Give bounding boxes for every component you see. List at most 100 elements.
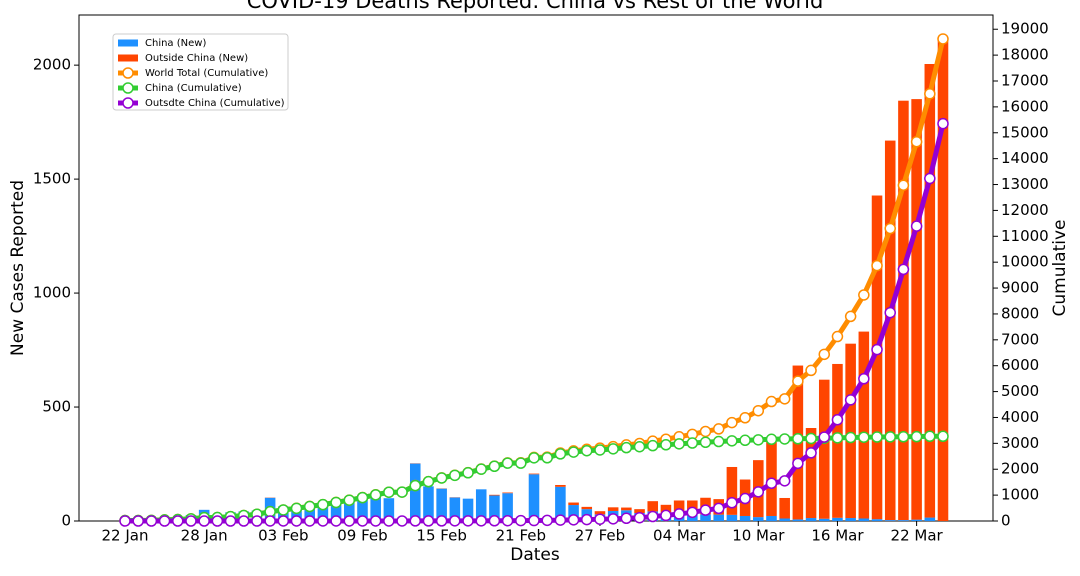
marker	[581, 444, 593, 457]
marker	[699, 425, 712, 438]
marker	[937, 430, 949, 443]
x-tick-label: 15 Feb	[416, 527, 466, 545]
y2-tick-label: 19000	[1001, 20, 1049, 38]
marker	[910, 220, 923, 232]
marker	[462, 467, 474, 479]
legend-marker	[122, 97, 134, 109]
marker	[646, 510, 659, 523]
marker	[805, 432, 817, 445]
x-tick-label: 28 Jan	[181, 527, 228, 545]
bar	[409, 463, 421, 521]
marker	[660, 509, 672, 522]
bar	[330, 501, 342, 521]
marker	[594, 444, 606, 456]
y2-tick-label: 18000	[1001, 46, 1049, 64]
bar	[858, 331, 870, 519]
bar	[845, 343, 856, 519]
marker	[726, 497, 738, 509]
marker	[884, 222, 896, 235]
y-tick-label: 500	[42, 398, 71, 416]
marker	[488, 460, 501, 473]
marker	[449, 515, 461, 527]
y-tick-label: 1000	[33, 284, 71, 302]
marker	[924, 430, 936, 443]
bar	[911, 519, 922, 521]
y2-tick-label: 12000	[1001, 201, 1049, 219]
bar	[357, 498, 368, 521]
marker	[303, 500, 316, 513]
marker	[699, 504, 712, 516]
marker	[778, 433, 791, 445]
x-tick-label: 10 Mar	[732, 527, 785, 545]
y2-tick-label: 9000	[1001, 279, 1039, 297]
marker	[528, 514, 540, 527]
marker	[673, 438, 685, 450]
marker	[277, 504, 290, 516]
marker	[581, 513, 593, 526]
bar	[805, 518, 817, 521]
marker	[871, 259, 883, 272]
marker	[132, 515, 144, 527]
marker	[607, 443, 619, 455]
marker	[554, 448, 567, 460]
bar	[779, 497, 790, 519]
marker	[924, 88, 936, 100]
marker	[515, 457, 527, 469]
marker	[264, 515, 276, 527]
marker	[686, 506, 699, 519]
legend-label: Outsdte China (Cumulative)	[145, 98, 285, 109]
marker	[198, 515, 210, 527]
marker	[910, 136, 923, 148]
bar	[884, 140, 896, 521]
bar	[528, 473, 540, 475]
marker	[792, 433, 804, 445]
x-tick-label: 22 Mar	[891, 527, 944, 545]
y-tick-label: 1500	[33, 170, 71, 188]
marker	[211, 515, 224, 527]
marker	[330, 515, 342, 527]
legend-box	[112, 33, 289, 111]
marker	[383, 515, 395, 527]
marker	[646, 439, 659, 452]
bar	[304, 504, 315, 521]
legend-swatch	[118, 39, 138, 47]
marker	[858, 289, 870, 301]
marker	[884, 431, 896, 443]
y2-tick-label: 15000	[1001, 123, 1049, 141]
legend-label: Outside China (New)	[145, 53, 248, 64]
marker	[383, 486, 395, 498]
marker	[224, 515, 237, 527]
marker	[673, 508, 685, 520]
bar	[502, 492, 513, 494]
legend-marker	[122, 82, 134, 94]
marker	[501, 514, 514, 527]
bar	[726, 466, 738, 515]
bar	[555, 484, 566, 487]
marker	[567, 514, 580, 526]
marker	[317, 498, 329, 511]
marker	[739, 492, 751, 505]
bar	[475, 489, 487, 521]
marker	[264, 505, 276, 518]
bar	[713, 514, 724, 521]
bar	[555, 486, 566, 521]
y2-tick-label: 3000	[1001, 434, 1039, 452]
bar	[660, 504, 672, 514]
marker	[871, 343, 883, 356]
marker	[752, 486, 765, 498]
legend-swatch	[118, 54, 138, 62]
marker	[831, 330, 844, 343]
marker	[910, 430, 923, 443]
bar	[449, 497, 461, 521]
marker	[488, 515, 501, 527]
legend-marker	[122, 67, 134, 79]
marker	[726, 416, 738, 429]
bar	[344, 501, 355, 521]
marker	[343, 515, 356, 527]
bar	[832, 517, 843, 521]
bar	[502, 493, 513, 521]
legend-label: China (New)	[145, 38, 206, 49]
marker	[712, 502, 725, 515]
marker	[633, 440, 646, 453]
